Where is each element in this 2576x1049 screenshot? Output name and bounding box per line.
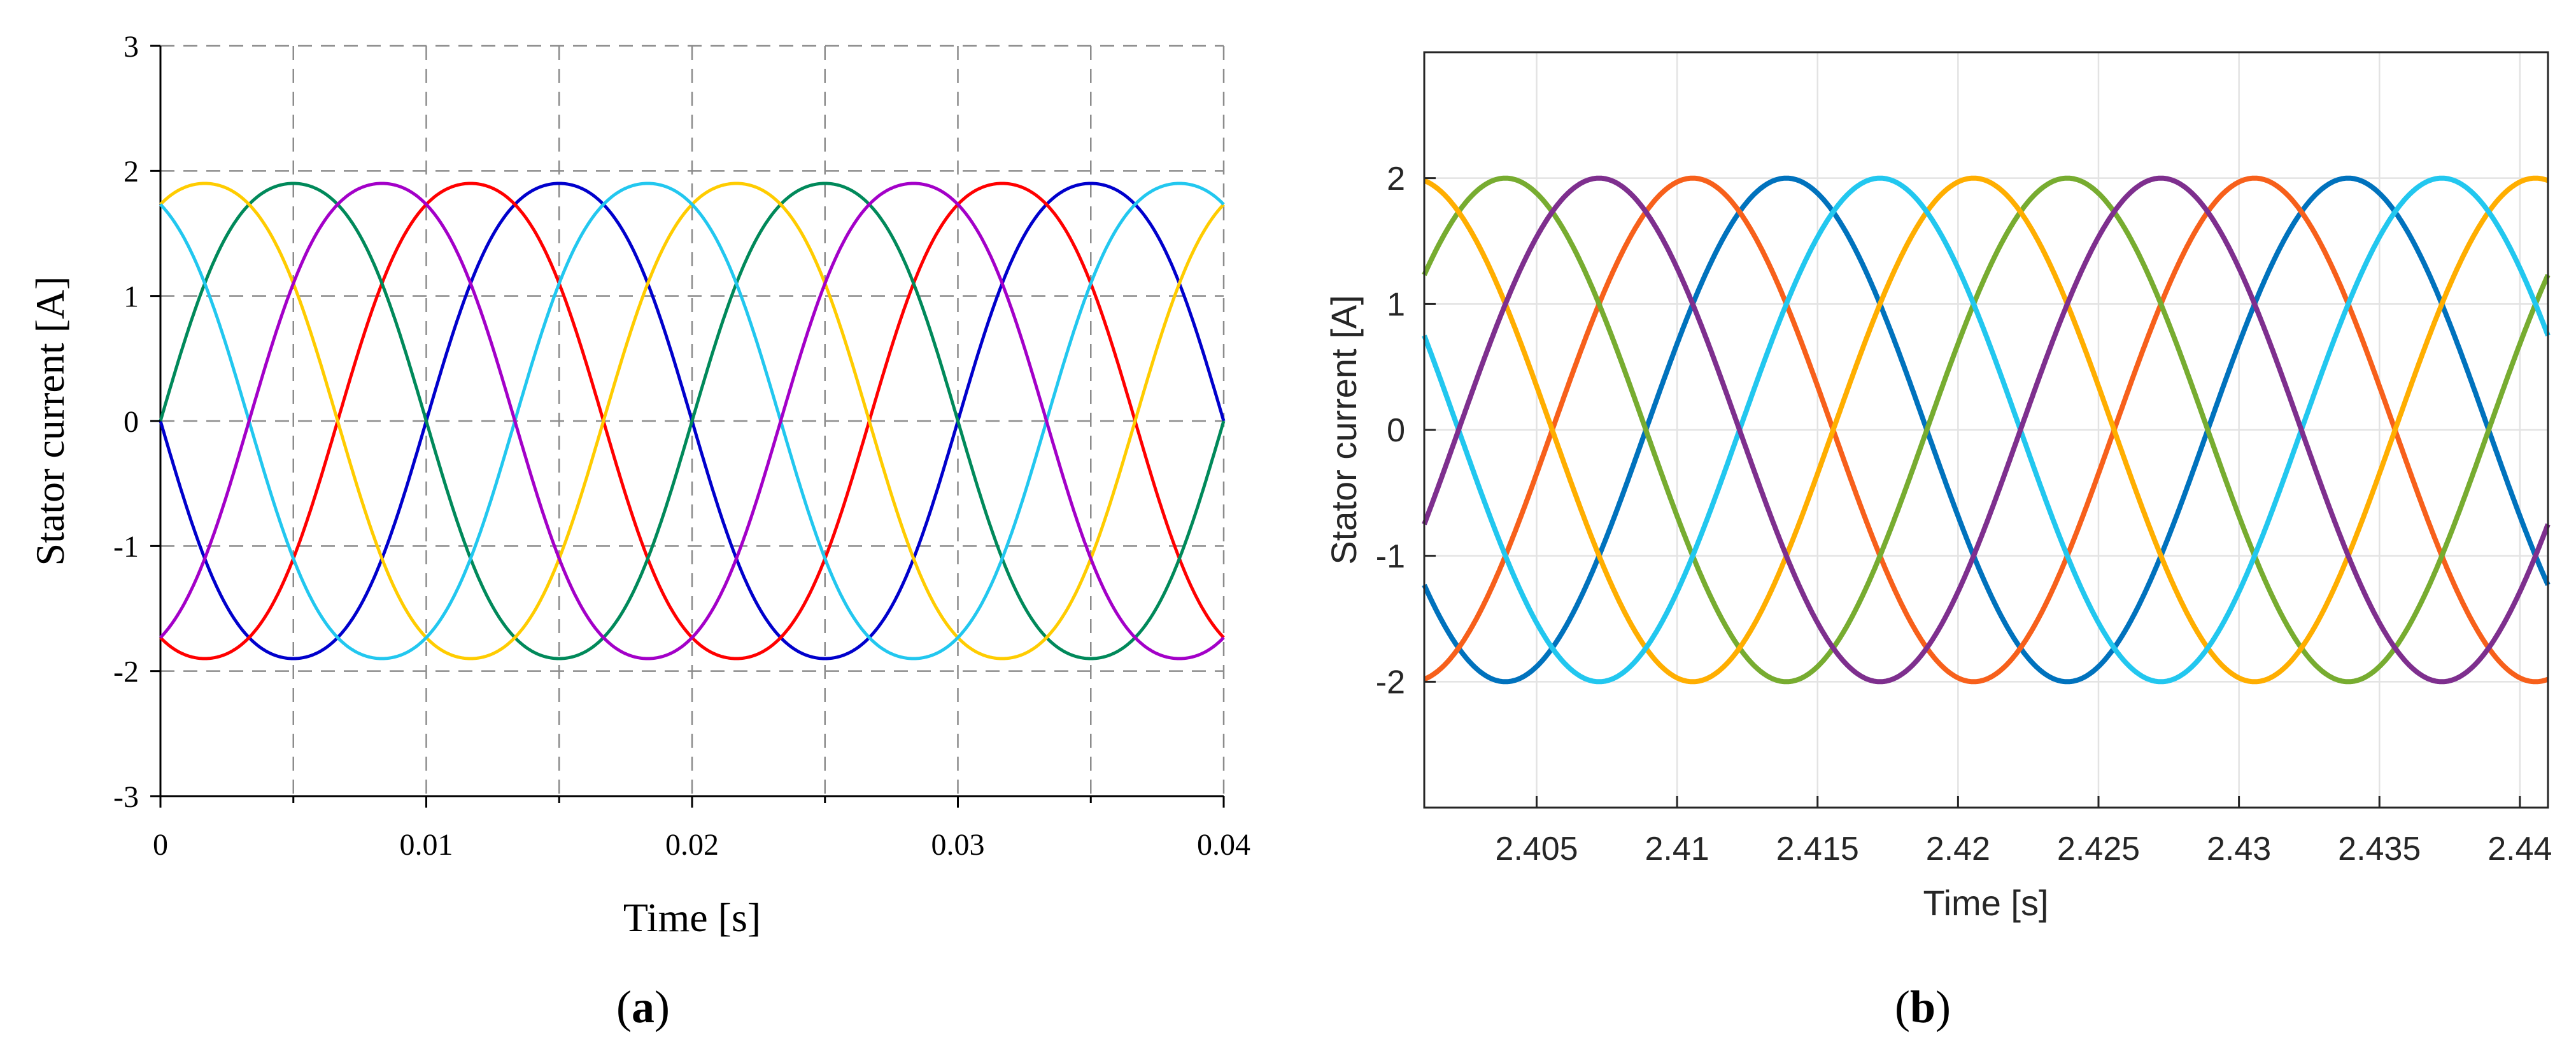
y-tick-label: -3 [113,780,139,814]
x-tick-label: 2.415 [1776,831,1859,867]
series-line-6 [159,182,1225,660]
x-axis-label-a: Time [s] [623,895,761,940]
panel-a: 0 0.01 0.02 0.03 0.04 -3 -2 -1 0 1 2 3 Time [s] Sta… [27,30,1250,1032]
panel-label-b: (b) [1895,981,1951,1032]
series-line-5 [1422,175,2551,685]
x-tick-label: 0.01 [400,828,453,862]
x-tick-label: 0.02 [665,828,719,862]
y-tick-label: -2 [113,655,139,689]
y-tick-label: 0 [124,405,139,439]
series-line-2 [1423,175,2549,685]
series-line-4 [1423,175,2549,685]
series-line-3 [1422,175,2551,685]
x-tick-label: 0.03 [931,828,985,862]
x-tick-label: 2.44 [2488,831,2552,867]
x-tick-label: 0.04 [1197,828,1250,862]
y-axis-label-a: Stator current [A] [27,276,73,566]
x-axis-label-b: Time [s] [1923,883,2048,923]
series-line-1 [1422,175,2551,685]
y-tick-label: 0 [1387,412,1405,449]
series-group-a [159,182,1226,660]
y-tick-label: 2 [1387,161,1405,197]
y-tick-label: -1 [1376,538,1405,575]
x-tick-label: 2.41 [1645,831,1709,867]
x-tick-label: 2.425 [2057,831,2140,867]
series-group-b [1422,175,2551,685]
y-tick-label: 3 [124,30,139,64]
ticks-a: 0 0.01 0.02 0.03 0.04 -3 -2 -1 0 1 2 3 [113,30,1250,862]
ticks-b: 2.405 2.41 2.415 2.42 2.425 2.43 2.435 2.44 -2 -1… [1376,161,2552,867]
x-tick-label: 2.435 [2338,831,2421,867]
panel-label-a: (a) [616,981,670,1032]
y-axis-label-b: Stator current [A] [1324,295,1364,564]
series-line-6 [1422,175,2551,685]
x-tick-label: 2.42 [1926,831,1990,867]
axes-box-b [1423,51,2549,809]
y-tick-label: 2 [124,155,139,189]
y-tick-label: 1 [124,280,139,313]
panel-b: 2.405 2.41 2.415 2.42 2.425 2.43 2.435 2.44 -2 -1… [1324,51,2552,1032]
y-tick-label: 1 [1387,287,1405,324]
x-tick-label: 0 [153,828,168,862]
x-tick-label: 2.43 [2207,831,2271,867]
y-tick-label: -1 [113,530,139,564]
x-tick-label: 2.405 [1495,831,1578,867]
y-tick-label: -2 [1376,664,1405,701]
